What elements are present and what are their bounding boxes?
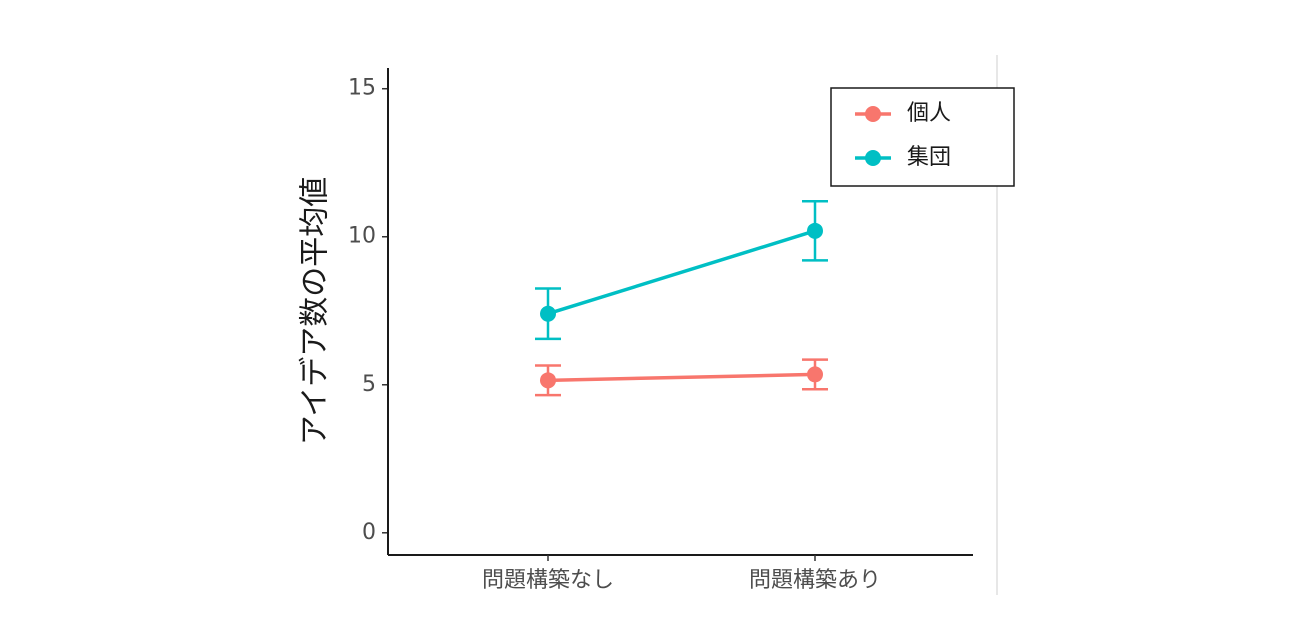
y-axis-title: アイデア数の平均値	[298, 177, 333, 446]
legend-box	[830, 87, 1015, 187]
point	[540, 305, 556, 322]
legend-marker	[865, 150, 881, 166]
legend-label: 個人	[907, 101, 951, 126]
point	[807, 366, 823, 383]
legend-label: 集団	[907, 145, 951, 170]
y-tick-label: 0	[362, 520, 376, 545]
series-line	[547, 372, 816, 383]
series-line	[547, 229, 816, 316]
point	[540, 372, 556, 389]
x-tick-label: 問題構築なし	[482, 568, 614, 593]
x-tick-label: 問題構築あり	[749, 568, 881, 593]
legend-marker	[865, 106, 881, 122]
y-tick-label: 15	[348, 76, 376, 101]
point	[807, 222, 823, 239]
y-tick-label: 10	[348, 224, 376, 249]
y-tick-label: 5	[362, 372, 376, 397]
